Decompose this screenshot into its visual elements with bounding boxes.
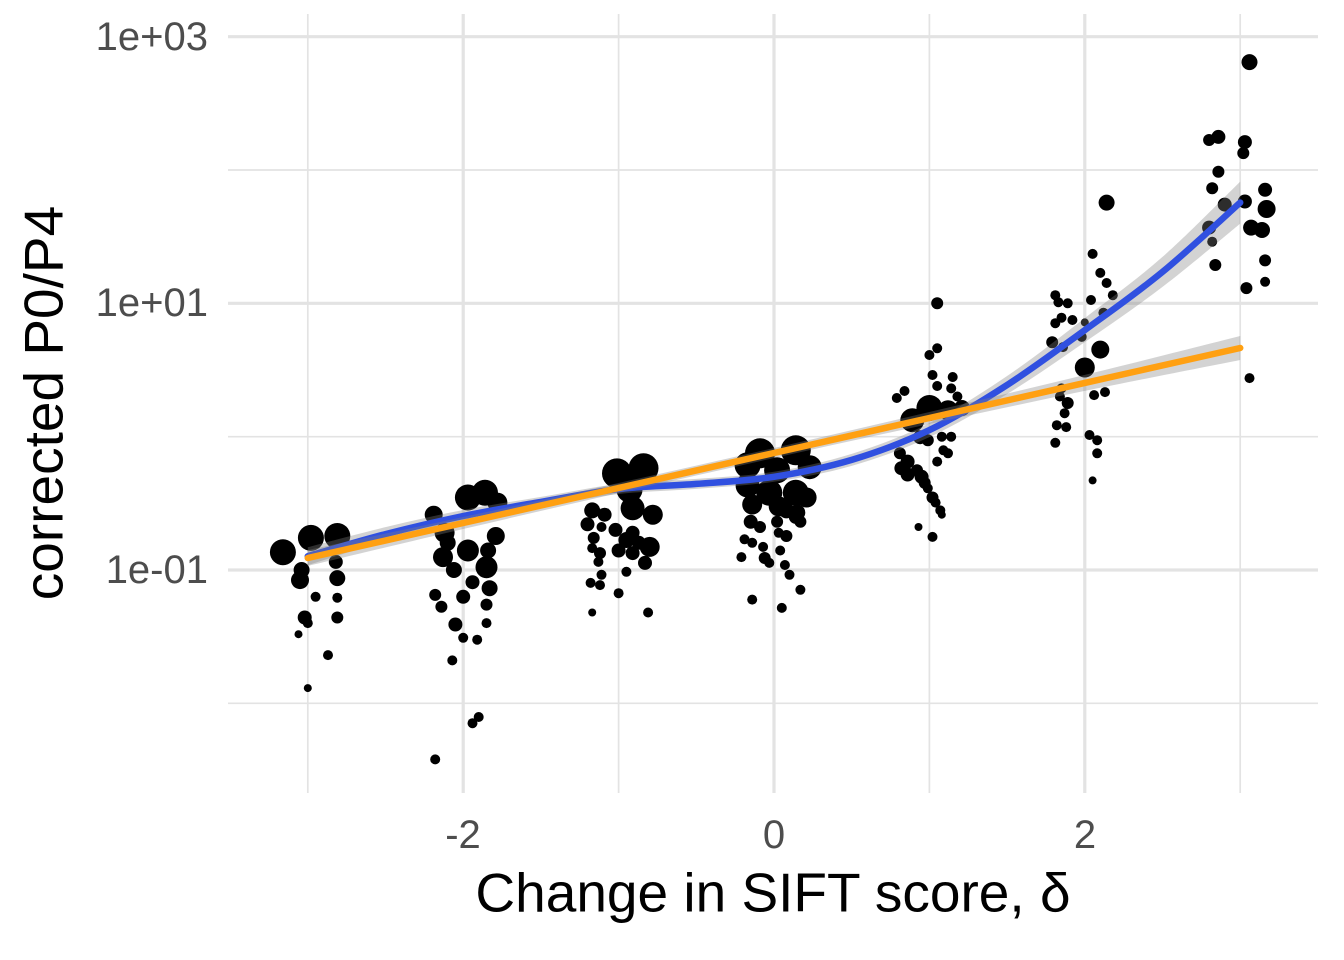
- x-tick-2: 2: [1073, 813, 1097, 857]
- y-axis-title: corrected P0/P4: [12, 205, 75, 601]
- gridlines: [228, 14, 1318, 793]
- x-tick-0: 0: [762, 813, 786, 857]
- y-tick-1e+01: 1e+01: [95, 281, 208, 325]
- x-axis-title: Change in SIFT score, δ: [475, 861, 1071, 924]
- y-tick-1e+03: 1e+03: [95, 15, 208, 59]
- linear-fit: [304, 336, 1244, 566]
- loess-smooth: [304, 181, 1244, 566]
- linear-fit-line: [304, 344, 1244, 562]
- data-points: [269, 54, 1276, 765]
- x-tick-neg2: -2: [445, 813, 481, 857]
- y-tick-1e-01: 1e-01: [105, 548, 208, 592]
- loess-smooth-line: [304, 199, 1244, 560]
